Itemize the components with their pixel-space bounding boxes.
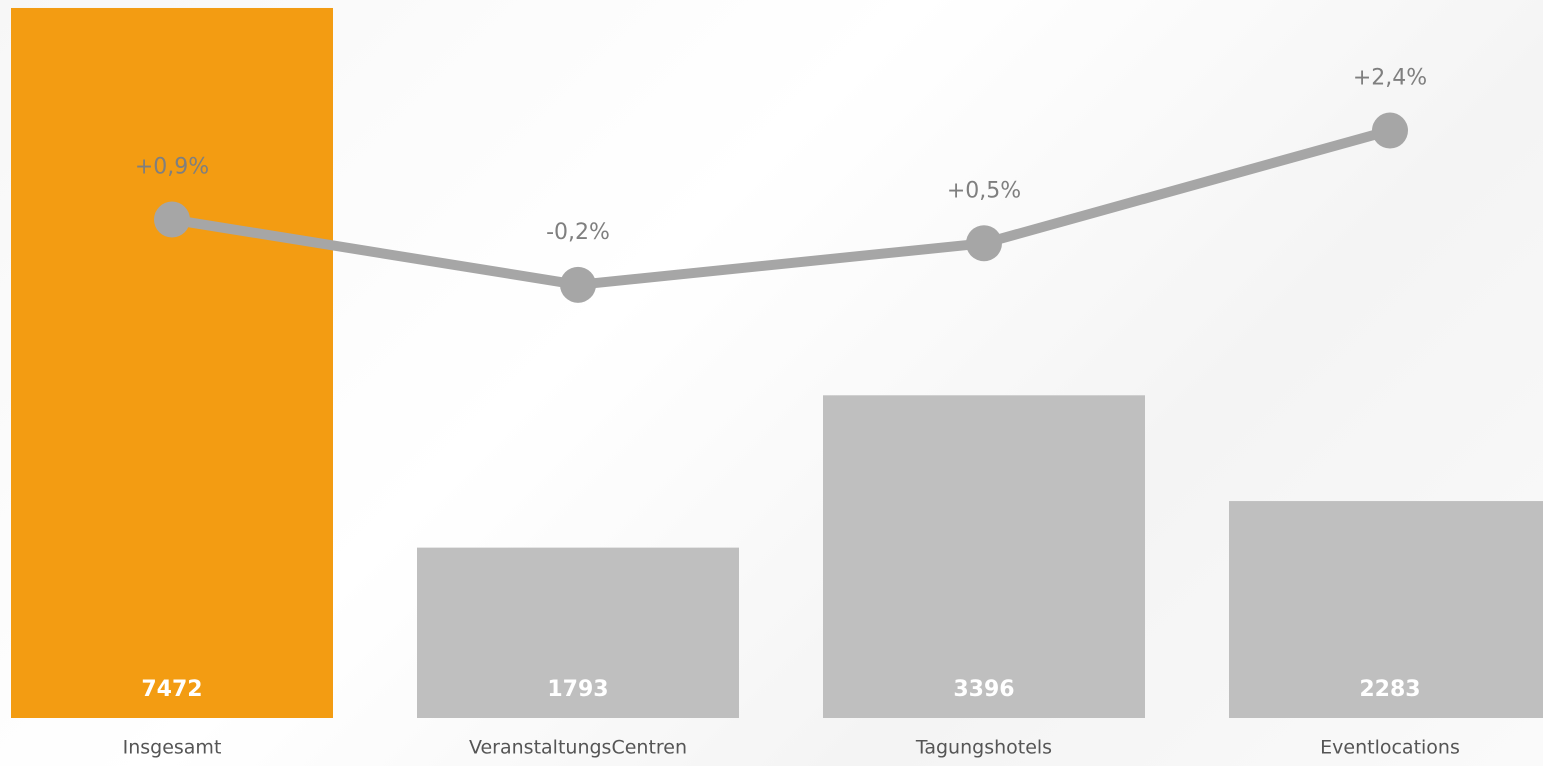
bar-value-label: 7472 <box>141 677 202 702</box>
line-value-label: +0,9% <box>135 155 209 180</box>
x-tick-label: Tagungshotels <box>915 737 1052 759</box>
line-value-label: -0,2% <box>546 220 610 245</box>
line <box>171 125 1392 290</box>
line-marker <box>560 266 596 303</box>
x-tick-label: Eventlocations <box>1320 737 1460 759</box>
bar <box>823 395 1145 718</box>
bar <box>417 547 739 718</box>
line-marker <box>154 201 190 238</box>
bar-value-label: 1793 <box>547 677 608 702</box>
x-tick-label: VeranstaltungsCentren <box>469 737 687 759</box>
x-tick-label: Insgesamt <box>123 737 222 759</box>
bar <box>11 7 333 719</box>
line-marker <box>966 225 1002 262</box>
line-value-label: +2,4% <box>1353 66 1427 91</box>
bar-value-label: 2283 <box>1359 677 1420 702</box>
line-value-label: +0,5% <box>947 178 1021 203</box>
bar-value-label: 3396 <box>953 677 1014 702</box>
bar <box>1229 501 1543 718</box>
line-marker <box>1372 112 1408 149</box>
